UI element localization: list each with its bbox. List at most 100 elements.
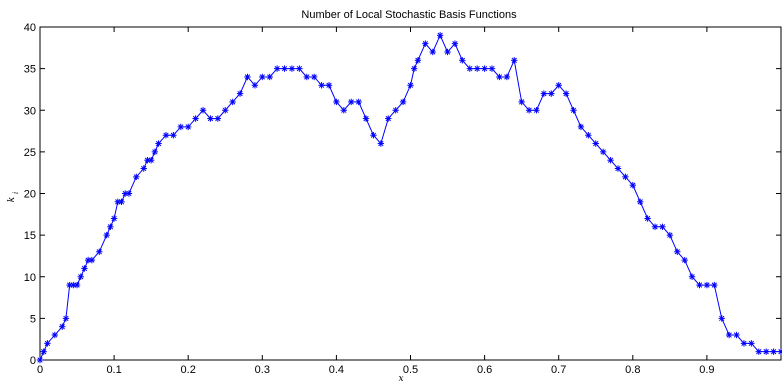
data-point bbox=[340, 107, 348, 114]
data-point bbox=[88, 256, 96, 264]
data-point bbox=[281, 65, 288, 72]
series-markers bbox=[36, 32, 782, 364]
data-point bbox=[199, 107, 207, 114]
data-point bbox=[40, 348, 47, 355]
x-tick-label: 0.3 bbox=[255, 364, 270, 376]
data-point bbox=[303, 73, 310, 81]
x-tick-label: 0.8 bbox=[625, 364, 640, 376]
data-point bbox=[422, 40, 429, 47]
data-point bbox=[777, 348, 782, 355]
x-tick-label: 0.6 bbox=[477, 364, 492, 376]
data-point bbox=[259, 73, 266, 81]
data-point bbox=[236, 90, 244, 97]
data-point bbox=[762, 348, 770, 355]
x-axis-ticks: 0 0.1 0.2 0.3 0.4 0.5 0.6 0.7 0.8 0.9 bbox=[37, 27, 715, 376]
data-point bbox=[681, 256, 688, 264]
data-point bbox=[162, 132, 170, 139]
data-point bbox=[414, 57, 422, 64]
data-point bbox=[481, 65, 488, 72]
x-tick-label: 0.2 bbox=[181, 364, 196, 376]
x-axis-label: x bbox=[398, 374, 403, 383]
data-point bbox=[251, 82, 259, 89]
data-point bbox=[214, 115, 222, 122]
data-point bbox=[77, 273, 84, 280]
data-point bbox=[548, 90, 555, 97]
data-point bbox=[185, 123, 192, 131]
data-point bbox=[296, 65, 303, 72]
data-point bbox=[51, 331, 59, 339]
y-tick-label: 35 bbox=[24, 64, 36, 76]
data-point bbox=[770, 348, 777, 355]
data-point bbox=[147, 157, 155, 164]
series-line bbox=[39, 34, 781, 361]
x-tick-label: 0.1 bbox=[106, 364, 121, 376]
data-point bbox=[362, 115, 370, 122]
data-point bbox=[518, 98, 525, 106]
data-point bbox=[96, 248, 103, 255]
data-point bbox=[444, 48, 451, 56]
data-point bbox=[266, 73, 273, 81]
y-axis-ticks: 0 5 10 15 20 25 30 35 40 bbox=[24, 22, 781, 367]
data-point bbox=[733, 331, 740, 339]
data-point bbox=[651, 223, 659, 230]
data-point bbox=[711, 281, 718, 289]
data-point bbox=[244, 73, 251, 81]
data-point bbox=[392, 107, 399, 114]
data-point bbox=[644, 215, 651, 222]
data-point bbox=[429, 48, 436, 56]
data-point bbox=[718, 315, 725, 322]
data-point bbox=[411, 65, 418, 72]
data-point bbox=[81, 265, 88, 272]
data-point bbox=[377, 140, 385, 147]
data-point bbox=[562, 90, 570, 97]
data-point bbox=[318, 82, 325, 89]
data-point bbox=[511, 57, 518, 64]
data-point bbox=[696, 281, 703, 289]
data-point bbox=[177, 123, 184, 131]
data-point bbox=[533, 107, 540, 114]
x-tick-label: 0.7 bbox=[551, 364, 566, 376]
data-point bbox=[107, 223, 114, 230]
y-tick-label: 25 bbox=[24, 147, 36, 159]
data-point bbox=[133, 173, 140, 181]
data-point bbox=[740, 340, 748, 347]
data-point bbox=[44, 340, 51, 347]
data-point bbox=[325, 82, 333, 89]
data-point bbox=[473, 65, 481, 72]
data-point bbox=[273, 65, 281, 72]
data-point bbox=[488, 65, 496, 72]
data-point bbox=[674, 248, 681, 255]
data-point bbox=[629, 181, 636, 189]
data-point bbox=[310, 73, 318, 81]
data-point bbox=[436, 32, 444, 39]
chart-title: Number of Local Stochastic Basis Functio… bbox=[301, 9, 517, 21]
data-point bbox=[607, 157, 614, 164]
y-tick-label: 5 bbox=[30, 313, 36, 325]
data-point bbox=[725, 331, 733, 339]
data-point bbox=[755, 348, 762, 355]
data-point bbox=[192, 115, 199, 122]
plot-frame bbox=[39, 26, 782, 361]
x-tick-label: 0.4 bbox=[329, 364, 344, 376]
y-tick-label: 10 bbox=[24, 272, 36, 284]
data-point bbox=[459, 57, 466, 64]
data-point bbox=[503, 73, 511, 81]
data-point bbox=[288, 65, 296, 72]
x-tick-label: 0 bbox=[37, 364, 43, 376]
data-point bbox=[592, 140, 599, 147]
y-tick-label: 0 bbox=[30, 355, 36, 367]
data-point bbox=[466, 65, 473, 72]
data-point bbox=[525, 107, 533, 114]
y-tick-label: 20 bbox=[24, 189, 36, 201]
y-tick-label: 40 bbox=[24, 22, 36, 34]
data-point bbox=[659, 223, 666, 230]
data-point bbox=[229, 98, 236, 106]
data-point bbox=[637, 198, 644, 206]
data-point bbox=[622, 173, 629, 181]
data-point bbox=[73, 281, 81, 289]
y-tick-label: 15 bbox=[24, 230, 36, 242]
data-point bbox=[140, 165, 147, 172]
data-point bbox=[59, 323, 66, 330]
data-point bbox=[540, 90, 548, 97]
